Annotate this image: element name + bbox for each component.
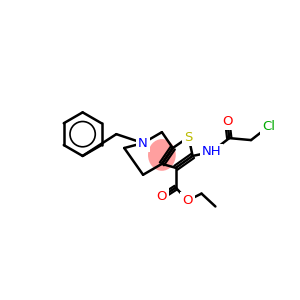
Text: O: O — [182, 194, 193, 207]
Text: O: O — [157, 190, 167, 203]
Text: NH: NH — [202, 146, 221, 158]
Text: O: O — [222, 115, 232, 128]
Ellipse shape — [148, 139, 176, 171]
Text: S: S — [184, 130, 193, 144]
Text: N: N — [138, 136, 148, 150]
Text: Cl: Cl — [262, 120, 275, 133]
